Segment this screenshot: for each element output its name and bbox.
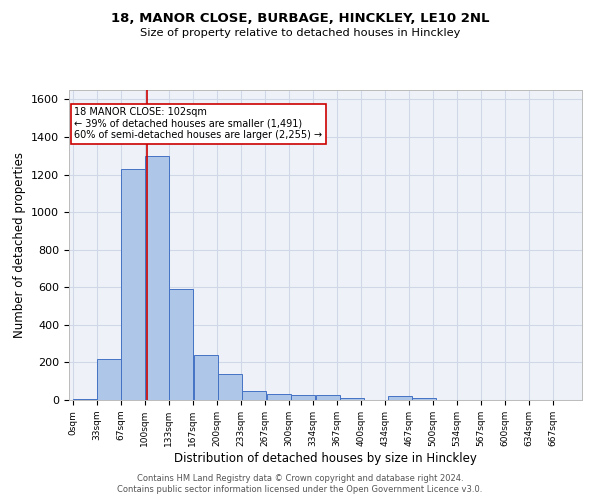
Bar [97,358,121,400]
Bar [267,394,291,400]
Bar [316,396,340,400]
Text: Size of property relative to detached houses in Hinckley: Size of property relative to detached ho… [140,28,460,38]
Bar [340,398,364,400]
Bar [218,374,242,400]
Bar [73,399,97,400]
Text: 18 MANOR CLOSE: 102sqm
← 39% of detached houses are smaller (1,491)
60% of semi-: 18 MANOR CLOSE: 102sqm ← 39% of detached… [74,107,322,140]
Bar [169,289,193,400]
X-axis label: Distribution of detached houses by size in Hinckley: Distribution of detached houses by size … [174,452,477,464]
Y-axis label: Number of detached properties: Number of detached properties [13,152,26,338]
Text: 18, MANOR CLOSE, BURBAGE, HINCKLEY, LE10 2NL: 18, MANOR CLOSE, BURBAGE, HINCKLEY, LE10… [111,12,489,26]
Bar [412,398,436,400]
Bar [121,169,145,400]
Bar [388,396,412,400]
Bar [145,156,169,400]
Bar [242,390,266,400]
Bar [194,355,218,400]
Bar [291,396,315,400]
Text: Contains HM Land Registry data © Crown copyright and database right 2024.
Contai: Contains HM Land Registry data © Crown c… [118,474,482,494]
